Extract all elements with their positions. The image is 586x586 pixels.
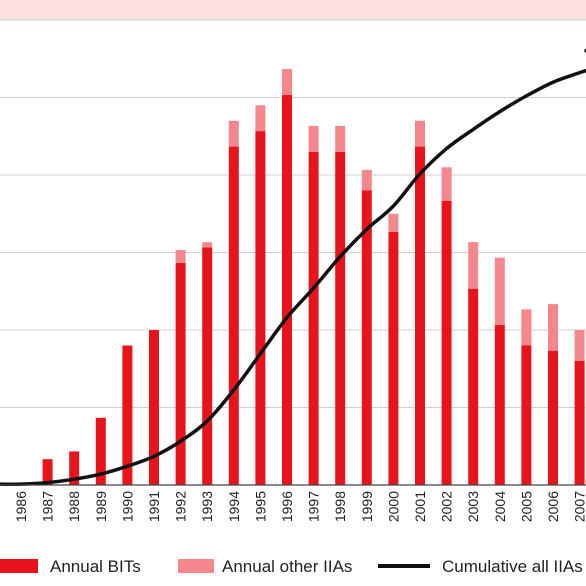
bar-annual-bits xyxy=(69,451,80,485)
legend-item: Cumulative all IIAs xyxy=(378,557,583,576)
x-tick-label: 1993 xyxy=(199,491,215,522)
x-tick-label: 2006 xyxy=(545,491,561,522)
legend-label: Annual BITs xyxy=(50,557,141,576)
x-tick-label: 1990 xyxy=(119,491,135,522)
gridlines xyxy=(0,19,586,486)
x-tick-label: 1988 xyxy=(66,491,82,522)
bar-annual-bits xyxy=(308,151,319,485)
bar-annual-other-iias xyxy=(282,69,292,95)
x-tick-label: 1986 xyxy=(13,491,29,522)
x-tick-label: 1998 xyxy=(332,491,348,522)
cumulative-line-layer xyxy=(0,49,586,487)
bar-annual-other-iias xyxy=(548,304,558,351)
x-tick-label: 1995 xyxy=(252,491,268,522)
bar-annual-bits xyxy=(574,361,585,485)
bar-annual-bits xyxy=(335,151,346,485)
legend-label: Annual other IIAs xyxy=(222,557,352,576)
bar-annual-bits xyxy=(175,262,186,485)
bar-annual-other-iias xyxy=(388,213,399,232)
bar-annual-other-iias xyxy=(175,249,186,263)
legend-item: Annual BITs xyxy=(0,557,141,576)
bar-annual-other-iias xyxy=(415,120,425,147)
x-tick-label: 1994 xyxy=(226,491,242,522)
x-tick-label: 2005 xyxy=(518,491,534,522)
x-tick-label: 1997 xyxy=(306,491,322,522)
x-tick-label: 1989 xyxy=(93,491,109,522)
bar-annual-bits xyxy=(42,459,53,485)
x-tick-label: 1996 xyxy=(279,491,295,522)
bar-annual-other-iias xyxy=(308,125,319,152)
bar-annual-bits xyxy=(228,146,239,486)
bar-annual-bits xyxy=(361,190,372,485)
bar-annual-bits xyxy=(521,345,532,485)
bar-annual-bits xyxy=(122,345,133,485)
legend: Annual BITs Annual other IIAs Cumulative a… xyxy=(0,557,583,576)
bar-annual-other-iias xyxy=(335,125,346,152)
x-tick-label: 2003 xyxy=(465,491,481,522)
bar-annual-other-iias xyxy=(574,330,585,361)
line-cumulative-all-iias xyxy=(0,49,586,487)
legend-swatch xyxy=(0,559,38,573)
bar-annual-other-iias xyxy=(202,242,213,248)
x-tick-label: 1991 xyxy=(146,491,162,522)
bar-annual-other-iias xyxy=(441,167,452,201)
bar-annual-bits xyxy=(255,131,266,486)
x-tick-label: 1992 xyxy=(173,491,189,522)
x-axis: 1986 1987 1988 1989 1990 1991 1992 1993 1994 1995… xyxy=(0,484,586,522)
bar-annual-other-iias xyxy=(494,257,505,325)
x-tick-label: 1999 xyxy=(359,491,375,522)
bar-annual-bits xyxy=(494,324,505,485)
bars xyxy=(42,69,585,486)
bar-annual-other-iias xyxy=(228,120,239,147)
legend-label: Cumulative all IIAs xyxy=(442,557,583,576)
x-tick-label: 1987 xyxy=(40,491,56,522)
legend-item: Annual other IIAs xyxy=(178,557,352,576)
x-tick-label: 2002 xyxy=(439,491,455,522)
bar-annual-bits xyxy=(149,330,159,485)
bar-annual-other-iias xyxy=(255,105,266,132)
top-banner xyxy=(0,0,586,20)
bar-annual-other-iias xyxy=(361,169,372,191)
bar-annual-bits xyxy=(548,350,558,485)
x-tick-label: 2007 xyxy=(572,491,586,522)
bar-annual-bits xyxy=(282,94,292,486)
x-tick-label: 2004 xyxy=(492,491,508,522)
bar-annual-bits xyxy=(468,288,479,485)
bar-annual-bits xyxy=(202,247,213,485)
x-tick-label: 2000 xyxy=(385,491,401,522)
legend-swatch xyxy=(178,559,214,573)
x-tick-label: 2001 xyxy=(412,491,428,522)
bar-annual-bits xyxy=(388,231,399,485)
bar-annual-bits xyxy=(95,417,106,485)
bar-annual-bits xyxy=(415,146,425,486)
bar-annual-other-iias xyxy=(468,242,479,289)
bar-annual-bits xyxy=(441,200,452,486)
bar-annual-other-iias xyxy=(521,309,532,346)
